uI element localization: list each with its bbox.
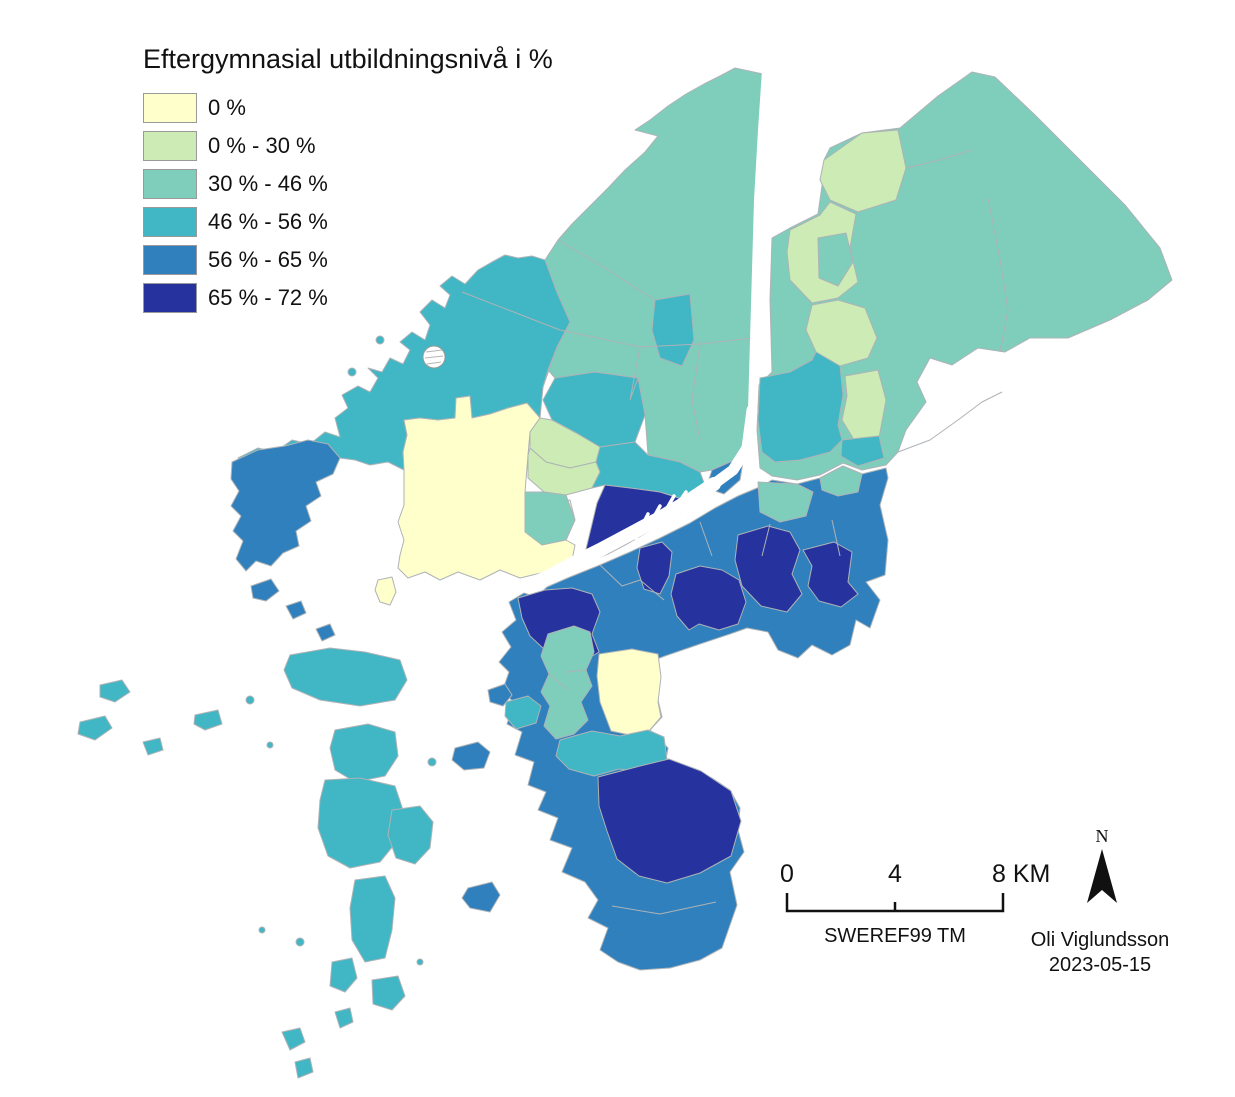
harbour-pier — [634, 490, 688, 540]
island[interactable] — [295, 937, 305, 947]
island[interactable] — [317, 777, 404, 869]
island[interactable] — [266, 741, 274, 749]
legend-swatch — [143, 169, 197, 199]
island[interactable] — [461, 881, 501, 913]
island[interactable] — [334, 1007, 354, 1029]
legend-row: 30 % - 46 % — [143, 169, 328, 199]
scale-tick-label: 8 KM — [992, 860, 1051, 888]
island[interactable] — [99, 679, 131, 703]
north-arrow-icon — [1087, 849, 1117, 903]
scale-bar: 0 4 8 KM — [770, 860, 1070, 960]
island[interactable] — [283, 647, 408, 707]
island[interactable] — [258, 926, 266, 934]
legend: Eftergymnasial utbildningsnivå i % 0 % 0… — [143, 44, 553, 313]
legend-label: 65 % - 72 % — [208, 285, 328, 310]
scale-bar-graphic — [785, 893, 1005, 913]
district[interactable] — [540, 625, 595, 740]
district-boundary — [897, 149, 1009, 453]
legend-row: 65 % - 72 % — [143, 283, 328, 313]
legend-swatch — [143, 207, 197, 237]
district[interactable] — [596, 648, 662, 736]
island[interactable] — [315, 623, 336, 642]
district[interactable] — [597, 758, 742, 884]
scale-tick-label: 0 — [780, 860, 794, 888]
legend-swatch — [143, 131, 197, 161]
legend-label: 0 % — [208, 95, 246, 120]
district[interactable] — [651, 293, 695, 367]
legend-row: 56 % - 65 % — [143, 245, 328, 275]
district[interactable] — [230, 439, 341, 572]
legend-label: 56 % - 65 % — [208, 247, 328, 272]
legend-row: 0 % — [143, 93, 246, 123]
district[interactable] — [819, 129, 907, 213]
island[interactable] — [427, 757, 437, 767]
district[interactable] — [840, 435, 885, 467]
district[interactable] — [757, 481, 814, 523]
island[interactable] — [375, 335, 385, 345]
island[interactable] — [487, 683, 513, 707]
district-boundary — [548, 519, 841, 915]
island[interactable] — [349, 875, 396, 963]
district[interactable] — [805, 299, 878, 367]
island[interactable] — [347, 367, 357, 377]
island[interactable] — [142, 737, 164, 756]
legend-swatch — [143, 93, 197, 123]
island[interactable] — [416, 958, 424, 966]
island[interactable] — [77, 715, 113, 741]
island[interactable] — [329, 723, 399, 783]
legend-row: 46 % - 56 % — [143, 207, 328, 237]
island[interactable] — [250, 578, 280, 602]
river — [748, 66, 770, 414]
district[interactable] — [504, 695, 542, 730]
district[interactable] — [374, 576, 397, 606]
island[interactable] — [193, 709, 223, 731]
district-boundary — [461, 239, 754, 441]
island[interactable] — [281, 1027, 306, 1051]
district[interactable] — [524, 491, 576, 546]
river — [708, 404, 758, 490]
legend-swatch — [143, 245, 197, 275]
river-harbour — [523, 477, 721, 592]
legend-label: 30 % - 46 % — [208, 171, 328, 196]
north-arrow: N — [1072, 826, 1132, 914]
district[interactable] — [670, 565, 747, 631]
crs-label: SWEREF99 TM — [824, 925, 966, 947]
island[interactable] — [245, 695, 255, 705]
island[interactable] — [329, 957, 358, 993]
district[interactable] — [802, 541, 859, 608]
island[interactable] — [285, 600, 307, 620]
district[interactable] — [734, 525, 803, 613]
legend-row: 0 % - 30 % — [143, 131, 316, 161]
attribution-date: 2023-05-15 — [1048, 954, 1152, 976]
island[interactable] — [294, 1057, 314, 1079]
unclassified-islet — [422, 345, 446, 369]
district[interactable] — [636, 541, 673, 595]
attribution-author: Oli Viglundsson — [1030, 929, 1170, 951]
north-arrow-label: N — [1095, 826, 1109, 846]
district[interactable] — [757, 351, 844, 463]
scale-tick-label: 4 — [888, 860, 902, 888]
island[interactable] — [371, 975, 406, 1011]
island[interactable] — [451, 741, 491, 771]
legend-swatch — [143, 283, 197, 313]
attribution: Oli Viglundsson 2023-05-15 — [1010, 928, 1190, 978]
legend-label: 46 % - 56 % — [208, 209, 328, 234]
island[interactable] — [387, 805, 434, 865]
legend-title: Eftergymnasial utbildningsnivå i % — [143, 44, 553, 74]
legend-label: 0 % - 30 % — [208, 133, 316, 158]
district[interactable] — [817, 232, 854, 287]
district[interactable] — [819, 465, 863, 497]
